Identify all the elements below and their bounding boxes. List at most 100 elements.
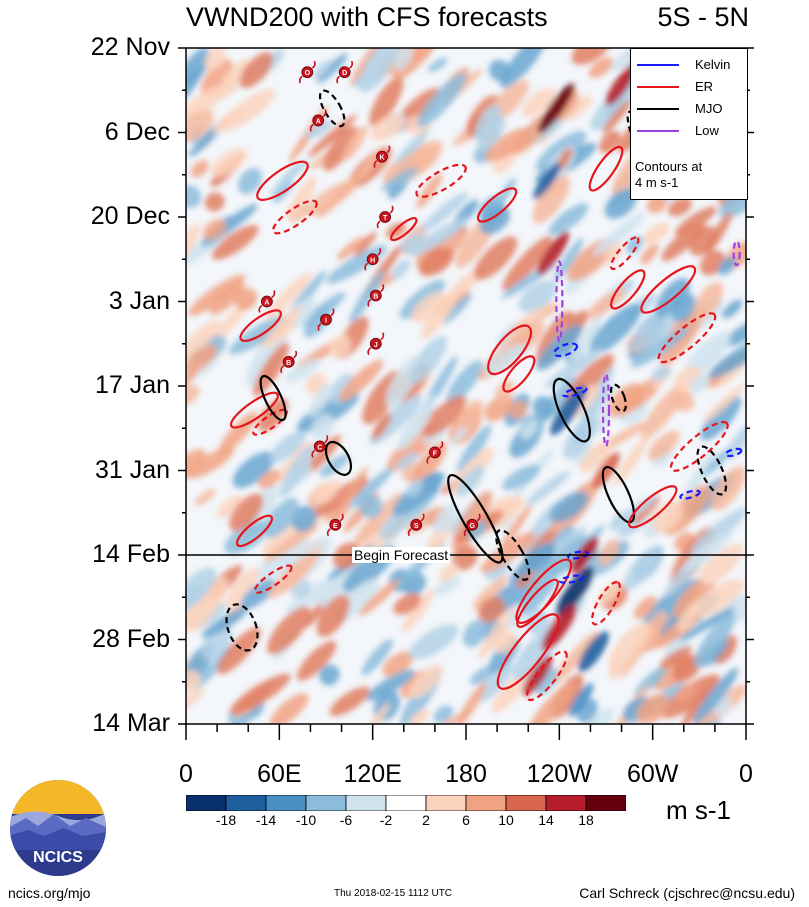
anomaly-patch bbox=[472, 576, 508, 610]
anomaly-patch bbox=[409, 336, 447, 385]
contour bbox=[627, 485, 678, 529]
anomaly-patch bbox=[419, 247, 454, 277]
ncics-logo: NCICS bbox=[10, 780, 106, 876]
anomaly-patch bbox=[651, 500, 683, 533]
anomaly-patch bbox=[681, 680, 716, 724]
anomaly-patch bbox=[371, 413, 392, 440]
anomaly-patch bbox=[186, 689, 205, 715]
anomaly-patch bbox=[630, 327, 690, 368]
colorbar-tick-label: 14 bbox=[538, 812, 554, 828]
contour bbox=[225, 603, 259, 652]
cyclone-icon: H bbox=[364, 247, 382, 271]
contour bbox=[495, 529, 531, 581]
anomaly-patch bbox=[240, 579, 276, 609]
anomaly-patch bbox=[361, 638, 394, 676]
strong-anomaly-patch bbox=[556, 566, 594, 617]
anomaly-patch bbox=[349, 270, 385, 324]
anomaly-patch bbox=[307, 114, 357, 158]
anomaly-patch bbox=[705, 211, 733, 255]
anomaly-patch bbox=[688, 579, 744, 619]
x-tick-label: 0 bbox=[739, 760, 753, 788]
anomaly-patch bbox=[216, 58, 251, 100]
anomaly-patch bbox=[456, 681, 487, 724]
anomaly-patch bbox=[661, 222, 705, 262]
cyclone-icon: T bbox=[376, 205, 394, 229]
anomaly-patch bbox=[549, 491, 589, 523]
cyclone-label: G bbox=[469, 523, 475, 530]
contour bbox=[496, 613, 560, 690]
anomaly-patch bbox=[194, 489, 216, 506]
anomaly-patch bbox=[526, 470, 570, 505]
contour bbox=[669, 420, 729, 472]
anomaly-patch bbox=[518, 280, 557, 313]
units-label: m s-1 bbox=[666, 795, 731, 825]
anomaly-patch bbox=[502, 464, 540, 491]
anomaly-patch bbox=[358, 48, 401, 93]
legend-swatch bbox=[637, 130, 679, 132]
credit-line: Carl Schreck (cjschrec@ncsu.edu) bbox=[579, 885, 795, 901]
legend-swatch bbox=[637, 108, 679, 110]
colorbar-tick-label: 6 bbox=[462, 812, 470, 828]
legend-entry-mjo: MJO bbox=[631, 99, 747, 119]
anomaly-patch bbox=[455, 465, 485, 498]
anomaly-patch bbox=[308, 383, 332, 418]
colorbar-tick-label: -2 bbox=[379, 812, 393, 828]
cyclone-label: A bbox=[264, 300, 269, 307]
anomaly-patch bbox=[482, 343, 529, 376]
anomaly-patch bbox=[225, 567, 260, 608]
anomaly-patch bbox=[717, 256, 737, 276]
contour bbox=[601, 373, 611, 448]
anomaly-patch bbox=[323, 126, 358, 172]
colorbar-tick-label: -6 bbox=[339, 812, 353, 828]
contour bbox=[447, 473, 504, 564]
anomaly-patch bbox=[186, 319, 220, 360]
logo-text: NCICS bbox=[33, 849, 83, 866]
anomaly-patch bbox=[319, 454, 350, 477]
anomaly-patch bbox=[604, 189, 637, 219]
anomaly-patch bbox=[484, 395, 514, 422]
anomaly-patch bbox=[598, 539, 620, 566]
anomaly-patch bbox=[480, 531, 537, 573]
anomaly-patch bbox=[679, 606, 736, 642]
axis-ticks bbox=[178, 47, 754, 740]
colorbar-segment bbox=[545, 795, 587, 811]
anomaly-patch bbox=[692, 282, 724, 321]
cyclone-icon: B bbox=[280, 350, 298, 374]
anomaly-patch bbox=[478, 605, 517, 659]
anomaly-patch bbox=[382, 651, 414, 677]
anomaly-patch bbox=[186, 109, 214, 142]
contour-note: Contours at 4 m s-1 bbox=[635, 159, 702, 191]
x-tick-label: 120E bbox=[343, 760, 402, 788]
website-link[interactable]: ncics.org/mjo bbox=[8, 885, 91, 901]
anomaly-patch bbox=[700, 396, 742, 441]
anomaly-patch bbox=[342, 125, 368, 161]
anomaly-patch bbox=[588, 57, 613, 79]
anomaly-patch bbox=[433, 705, 454, 724]
anomaly-patch bbox=[721, 299, 743, 319]
anomaly-patch bbox=[667, 197, 692, 217]
contour bbox=[324, 440, 353, 476]
colorbar-tick-label: -14 bbox=[255, 812, 277, 828]
anomaly-patch bbox=[381, 167, 419, 191]
cyclone-icon: O bbox=[298, 60, 316, 84]
colorbar-tick-label: 10 bbox=[498, 812, 514, 828]
anomaly-patch bbox=[245, 327, 288, 387]
anomaly-patch bbox=[562, 95, 592, 121]
anomaly-patch bbox=[571, 48, 612, 65]
cyclone-icon: J bbox=[367, 332, 385, 356]
anomaly-patch bbox=[329, 686, 370, 716]
cyclone-label: B bbox=[286, 360, 291, 367]
anomaly-patch bbox=[296, 391, 360, 433]
anomaly-patch bbox=[585, 288, 626, 320]
anomaly-patch bbox=[676, 682, 695, 702]
anomaly-patch bbox=[469, 665, 494, 685]
anomaly-patch bbox=[521, 542, 556, 573]
anomaly-patch bbox=[186, 65, 207, 86]
anomaly-patch bbox=[462, 619, 488, 648]
colorbar-tick-label: -18 bbox=[215, 812, 237, 828]
anomaly-patch bbox=[593, 212, 646, 256]
begin-forecast-label: Begin Forecast bbox=[352, 547, 451, 563]
anomaly-patch bbox=[439, 563, 459, 582]
anomaly-patch bbox=[648, 430, 680, 461]
anomaly-patch bbox=[501, 504, 532, 548]
